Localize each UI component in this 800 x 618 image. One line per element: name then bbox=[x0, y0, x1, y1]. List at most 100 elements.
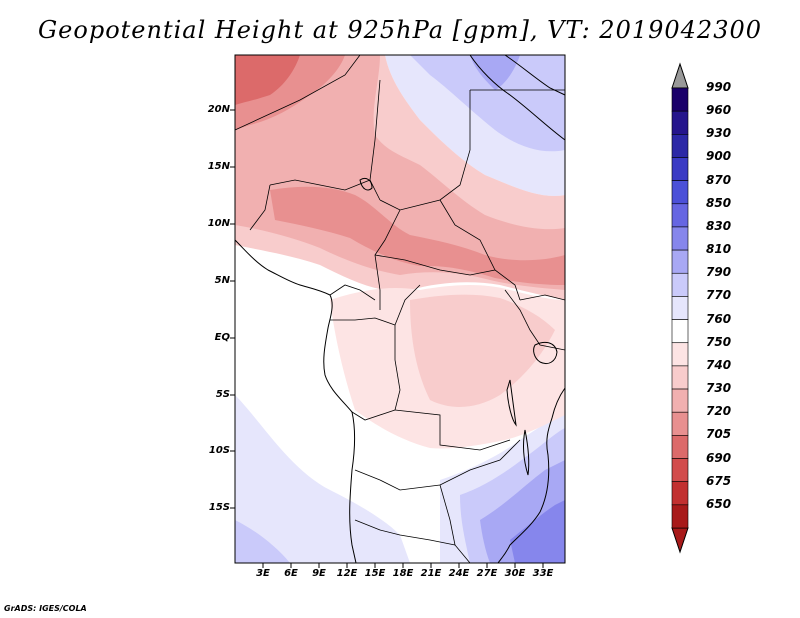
y-tick-label: EQ bbox=[214, 332, 230, 343]
colorbar-label: 750 bbox=[706, 334, 732, 349]
y-tick-label: 10S bbox=[208, 445, 230, 456]
colorbar-segment-960 bbox=[671, 110, 689, 135]
y-tick-label: 5S bbox=[215, 389, 230, 400]
colorbar-segment-675 bbox=[671, 481, 689, 506]
colorbar-label: 790 bbox=[706, 265, 732, 280]
x-tick-label: 21E bbox=[420, 568, 442, 579]
colorbar-segment-690 bbox=[671, 458, 689, 482]
colorbar-segment-930 bbox=[671, 134, 689, 158]
y-axis-ticks bbox=[230, 109, 235, 509]
colorbar-label: 650 bbox=[706, 496, 732, 511]
border-6 bbox=[439, 199, 521, 301]
west-africa-coast bbox=[234, 239, 357, 564]
colorbar-label: 960 bbox=[706, 103, 732, 118]
x-tick-label: 6E bbox=[284, 568, 298, 579]
field-790-southwest bbox=[235, 520, 290, 563]
field-720-sahel bbox=[270, 186, 565, 285]
x-tick-label: 12E bbox=[336, 568, 358, 579]
colorbar-segment-730 bbox=[671, 388, 689, 413]
border-16 bbox=[354, 469, 441, 491]
x-tick-label: 18E bbox=[392, 568, 414, 579]
y-tick-label: 15S bbox=[208, 502, 230, 513]
colorbar-segment-850 bbox=[671, 203, 689, 228]
border-1 bbox=[234, 54, 361, 131]
border-4 bbox=[379, 90, 471, 211]
colorbar-label: 830 bbox=[706, 218, 732, 233]
colorbar-segment-770 bbox=[671, 296, 689, 320]
border-11 bbox=[330, 317, 396, 326]
colorbar-segment-870 bbox=[671, 180, 689, 205]
y-tick-label: 10N bbox=[207, 218, 230, 229]
colorbar-segment-990 bbox=[671, 87, 689, 112]
x-axis-ticks bbox=[262, 563, 544, 568]
colorbar-label: 930 bbox=[706, 126, 732, 141]
map-frame bbox=[234, 54, 566, 564]
field-830-southeast bbox=[510, 500, 565, 563]
y-tick-label: 15N bbox=[207, 161, 230, 172]
x-tick-label: 9E bbox=[312, 568, 326, 579]
lake-chad bbox=[359, 177, 373, 191]
x-tick-label: 30E bbox=[504, 568, 526, 579]
coastlines bbox=[234, 54, 566, 564]
colorbar-label: 770 bbox=[706, 288, 732, 303]
colorbar-segment-705 bbox=[671, 435, 689, 459]
field-740-congo bbox=[410, 294, 555, 407]
colorbar-segment-650 bbox=[671, 504, 689, 529]
x-tick-label: 15E bbox=[364, 568, 386, 579]
colorbar-segment-900 bbox=[671, 157, 689, 181]
colorbar-segment-720 bbox=[671, 411, 689, 436]
colorbar-label: 850 bbox=[706, 195, 732, 210]
border-10 bbox=[329, 284, 376, 301]
x-tick-label: 3E bbox=[256, 568, 270, 579]
colorbar-label: 870 bbox=[706, 172, 732, 187]
colorbar-label: 720 bbox=[706, 404, 732, 419]
red-sea-coast-west bbox=[469, 54, 566, 141]
border-9 bbox=[249, 184, 271, 231]
colorbar-label: 760 bbox=[706, 311, 732, 326]
border-12 bbox=[394, 284, 421, 326]
x-tick-label: 33E bbox=[532, 568, 554, 579]
footer-credit: GrADS: IGES/COLA bbox=[4, 604, 87, 613]
lake-malawi bbox=[523, 429, 530, 476]
colorbar-label: 900 bbox=[706, 149, 732, 164]
colorbar bbox=[671, 62, 689, 554]
colorbar-segment-810 bbox=[671, 249, 689, 274]
colorbar-label: 675 bbox=[706, 473, 732, 488]
colorbar-label: 730 bbox=[706, 381, 732, 396]
colorbar-label: 740 bbox=[706, 357, 732, 372]
border-8 bbox=[374, 254, 496, 276]
border-2 bbox=[369, 79, 381, 201]
field-810-north bbox=[470, 55, 520, 90]
colorbar-bottom-arrow bbox=[671, 527, 689, 554]
lake-victoria bbox=[533, 341, 558, 365]
border-15 bbox=[351, 409, 396, 421]
lakes bbox=[359, 177, 558, 476]
colorbar-segment-830 bbox=[671, 226, 689, 251]
colorbar-label: 705 bbox=[706, 427, 732, 442]
colorbar-label: 990 bbox=[706, 80, 732, 94]
y-tick-label: 5N bbox=[214, 275, 230, 286]
colorbar-label: 690 bbox=[706, 450, 732, 465]
field-730-north bbox=[235, 55, 565, 290]
page-title: Geopotential Height at 925hPa [gpm], VT:… bbox=[38, 16, 762, 44]
border-14 bbox=[394, 409, 511, 451]
border-13 bbox=[394, 325, 401, 411]
colorbar-segment-750 bbox=[671, 342, 689, 367]
lake-tanganyika bbox=[506, 379, 517, 427]
x-tick-label: 27E bbox=[476, 568, 498, 579]
border-19 bbox=[354, 519, 456, 546]
x-tick-label: 24E bbox=[448, 568, 470, 579]
red-sea-coast-east bbox=[504, 54, 566, 96]
border-20 bbox=[504, 289, 566, 351]
y-tick-label: 20N bbox=[207, 104, 230, 115]
east-africa-coast bbox=[497, 387, 566, 564]
field-790-north bbox=[410, 55, 565, 152]
country-borders bbox=[234, 54, 566, 564]
border-18 bbox=[439, 439, 521, 486]
colorbar-segment-760 bbox=[671, 319, 689, 344]
colorbar-segment-740 bbox=[671, 365, 689, 390]
field-705-sahara bbox=[235, 55, 300, 105]
field-770-south bbox=[235, 395, 410, 563]
border-3 bbox=[269, 179, 371, 191]
